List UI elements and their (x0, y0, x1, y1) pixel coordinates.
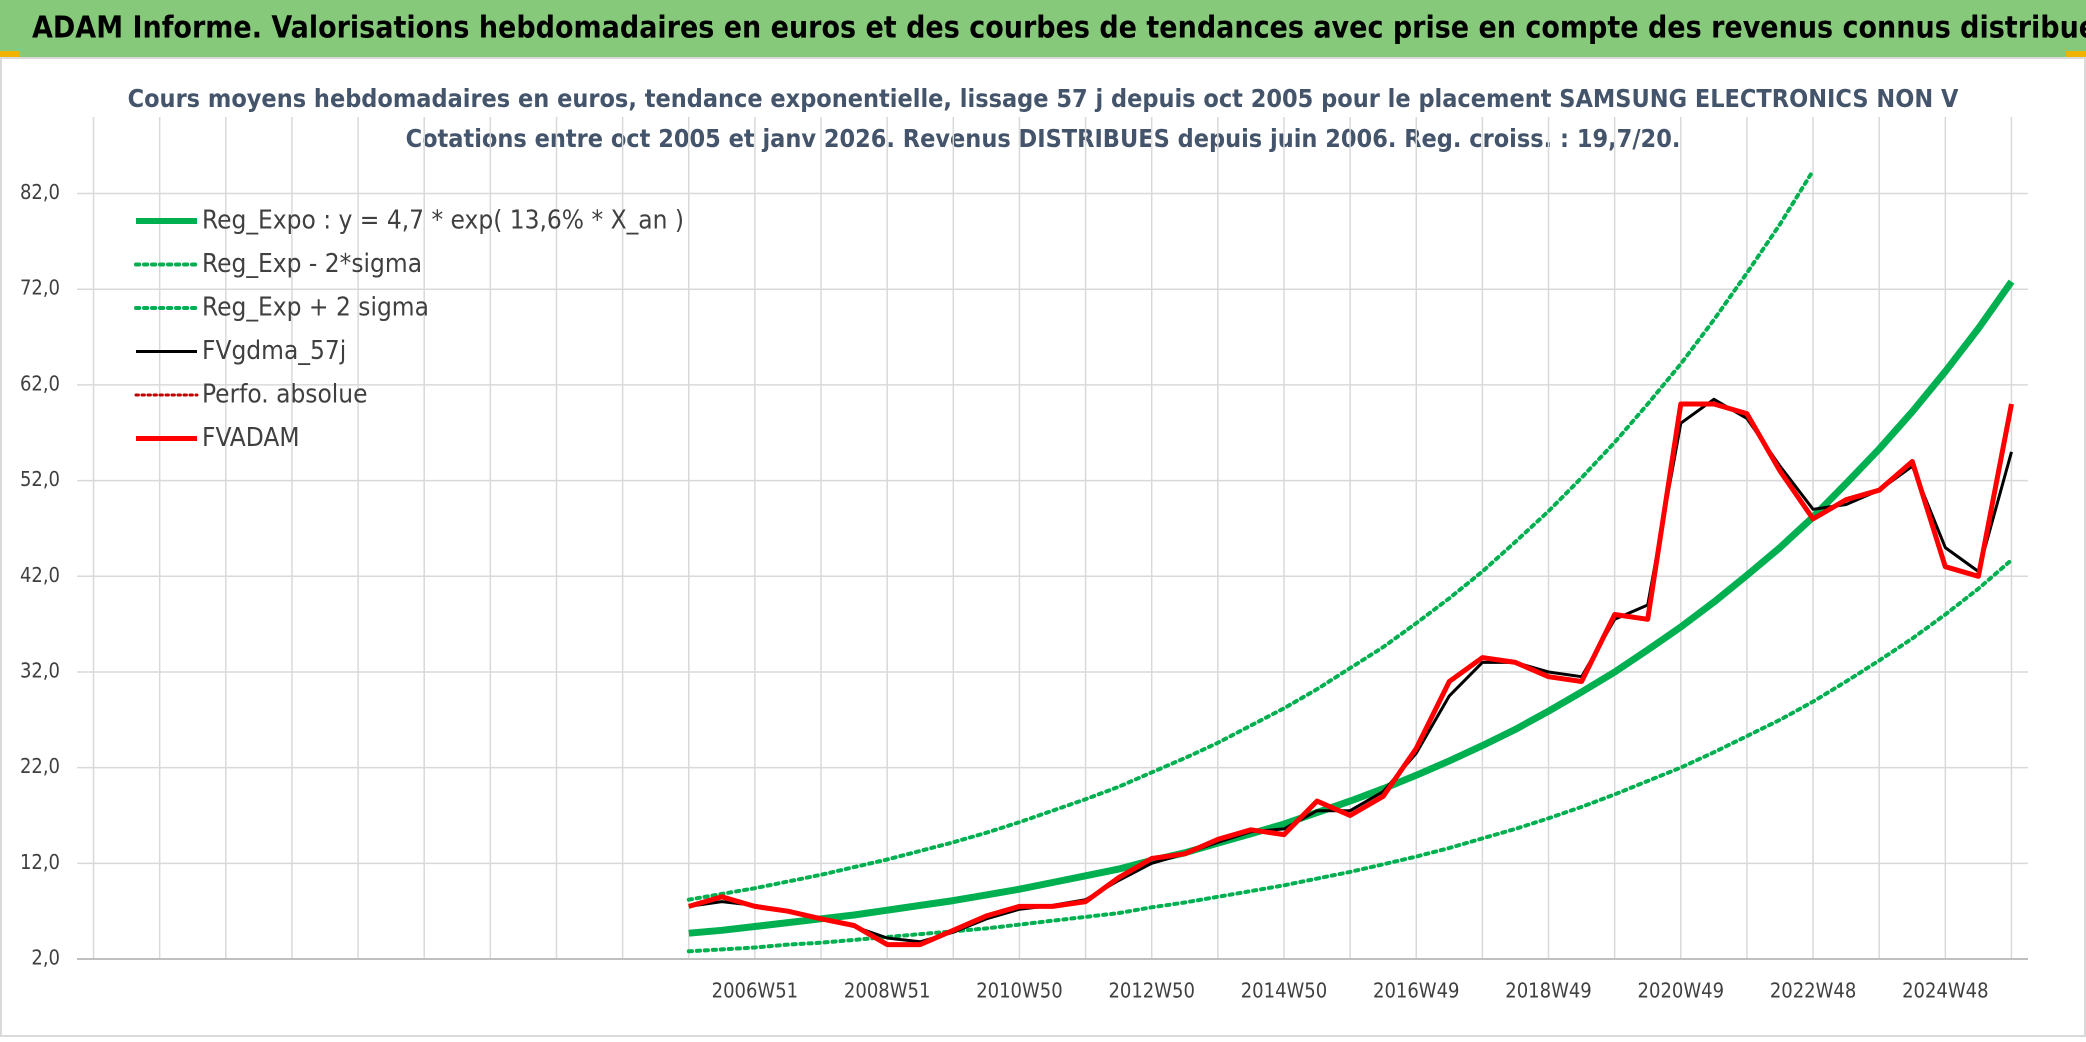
page-title: ADAM Informe. Valorisations hebdomadaire… (32, 11, 2086, 46)
chart-title: Cours moyens hebdomadaires en euros, ten… (128, 84, 1959, 113)
x-tick-label: 2024W48 (1902, 979, 1988, 1003)
series-line (688, 279, 2015, 937)
y-tick-label: 22,0 (20, 754, 60, 778)
header-bar (0, 0, 2086, 57)
grid: 2,0 12,0 22,0 32,0 42,0 52,0 62,0 72,0 82,0 2006W… (20, 117, 2028, 1003)
corner-accent (2066, 51, 2086, 59)
series-layer (686, 168, 2015, 954)
y-tick-label: 42,0 (20, 563, 60, 587)
x-tick-label: 2022W48 (1770, 979, 1856, 1003)
legend-label: Reg_Exp - 2*sigma (202, 249, 422, 279)
y-tick-label: 52,0 (20, 467, 60, 491)
legend-label: FVADAM (202, 423, 300, 453)
frame (0, 57, 2086, 1037)
legend-label: Perfo. absolue (202, 380, 368, 410)
y-tick-label: 2,0 (31, 946, 60, 970)
y-tick-label: 72,0 (20, 276, 60, 300)
x-tick-label: 2014W50 (1241, 979, 1327, 1003)
y-tick-label: 12,0 (20, 850, 60, 874)
legend: Reg_Expo : y = 4,7 * exp( 13,6% * X_an )… (134, 206, 684, 453)
x-tick-label: 2018W49 (1505, 979, 1591, 1003)
series-line (688, 401, 2014, 948)
x-tick-label: 2008W51 (844, 979, 930, 1003)
corner-accent (0, 51, 20, 59)
y-tick-label: 82,0 (20, 180, 60, 204)
series-line (688, 397, 2013, 944)
y-tick-label: 62,0 (20, 371, 60, 395)
legend-label: Reg_Exp + 2 sigma (202, 293, 429, 323)
x-tick-label: 2020W49 (1638, 979, 1724, 1003)
chart-subtitle: Cotations entre oct 2005 et janv 2026. R… (406, 124, 1681, 153)
legend-label: FVgdma_57j (202, 336, 346, 366)
legend-label: Reg_Expo : y = 4,7 * exp( 13,6% * X_an ) (202, 206, 684, 236)
x-tick-label: 2010W50 (976, 979, 1062, 1003)
series-line (686, 558, 2014, 954)
x-tick-label: 2012W50 (1108, 979, 1194, 1003)
y-tick-label: 32,0 (20, 658, 60, 682)
series-line (686, 168, 1816, 902)
x-tick-label: 2006W51 (712, 979, 798, 1003)
x-tick-label: 2016W49 (1373, 979, 1459, 1003)
